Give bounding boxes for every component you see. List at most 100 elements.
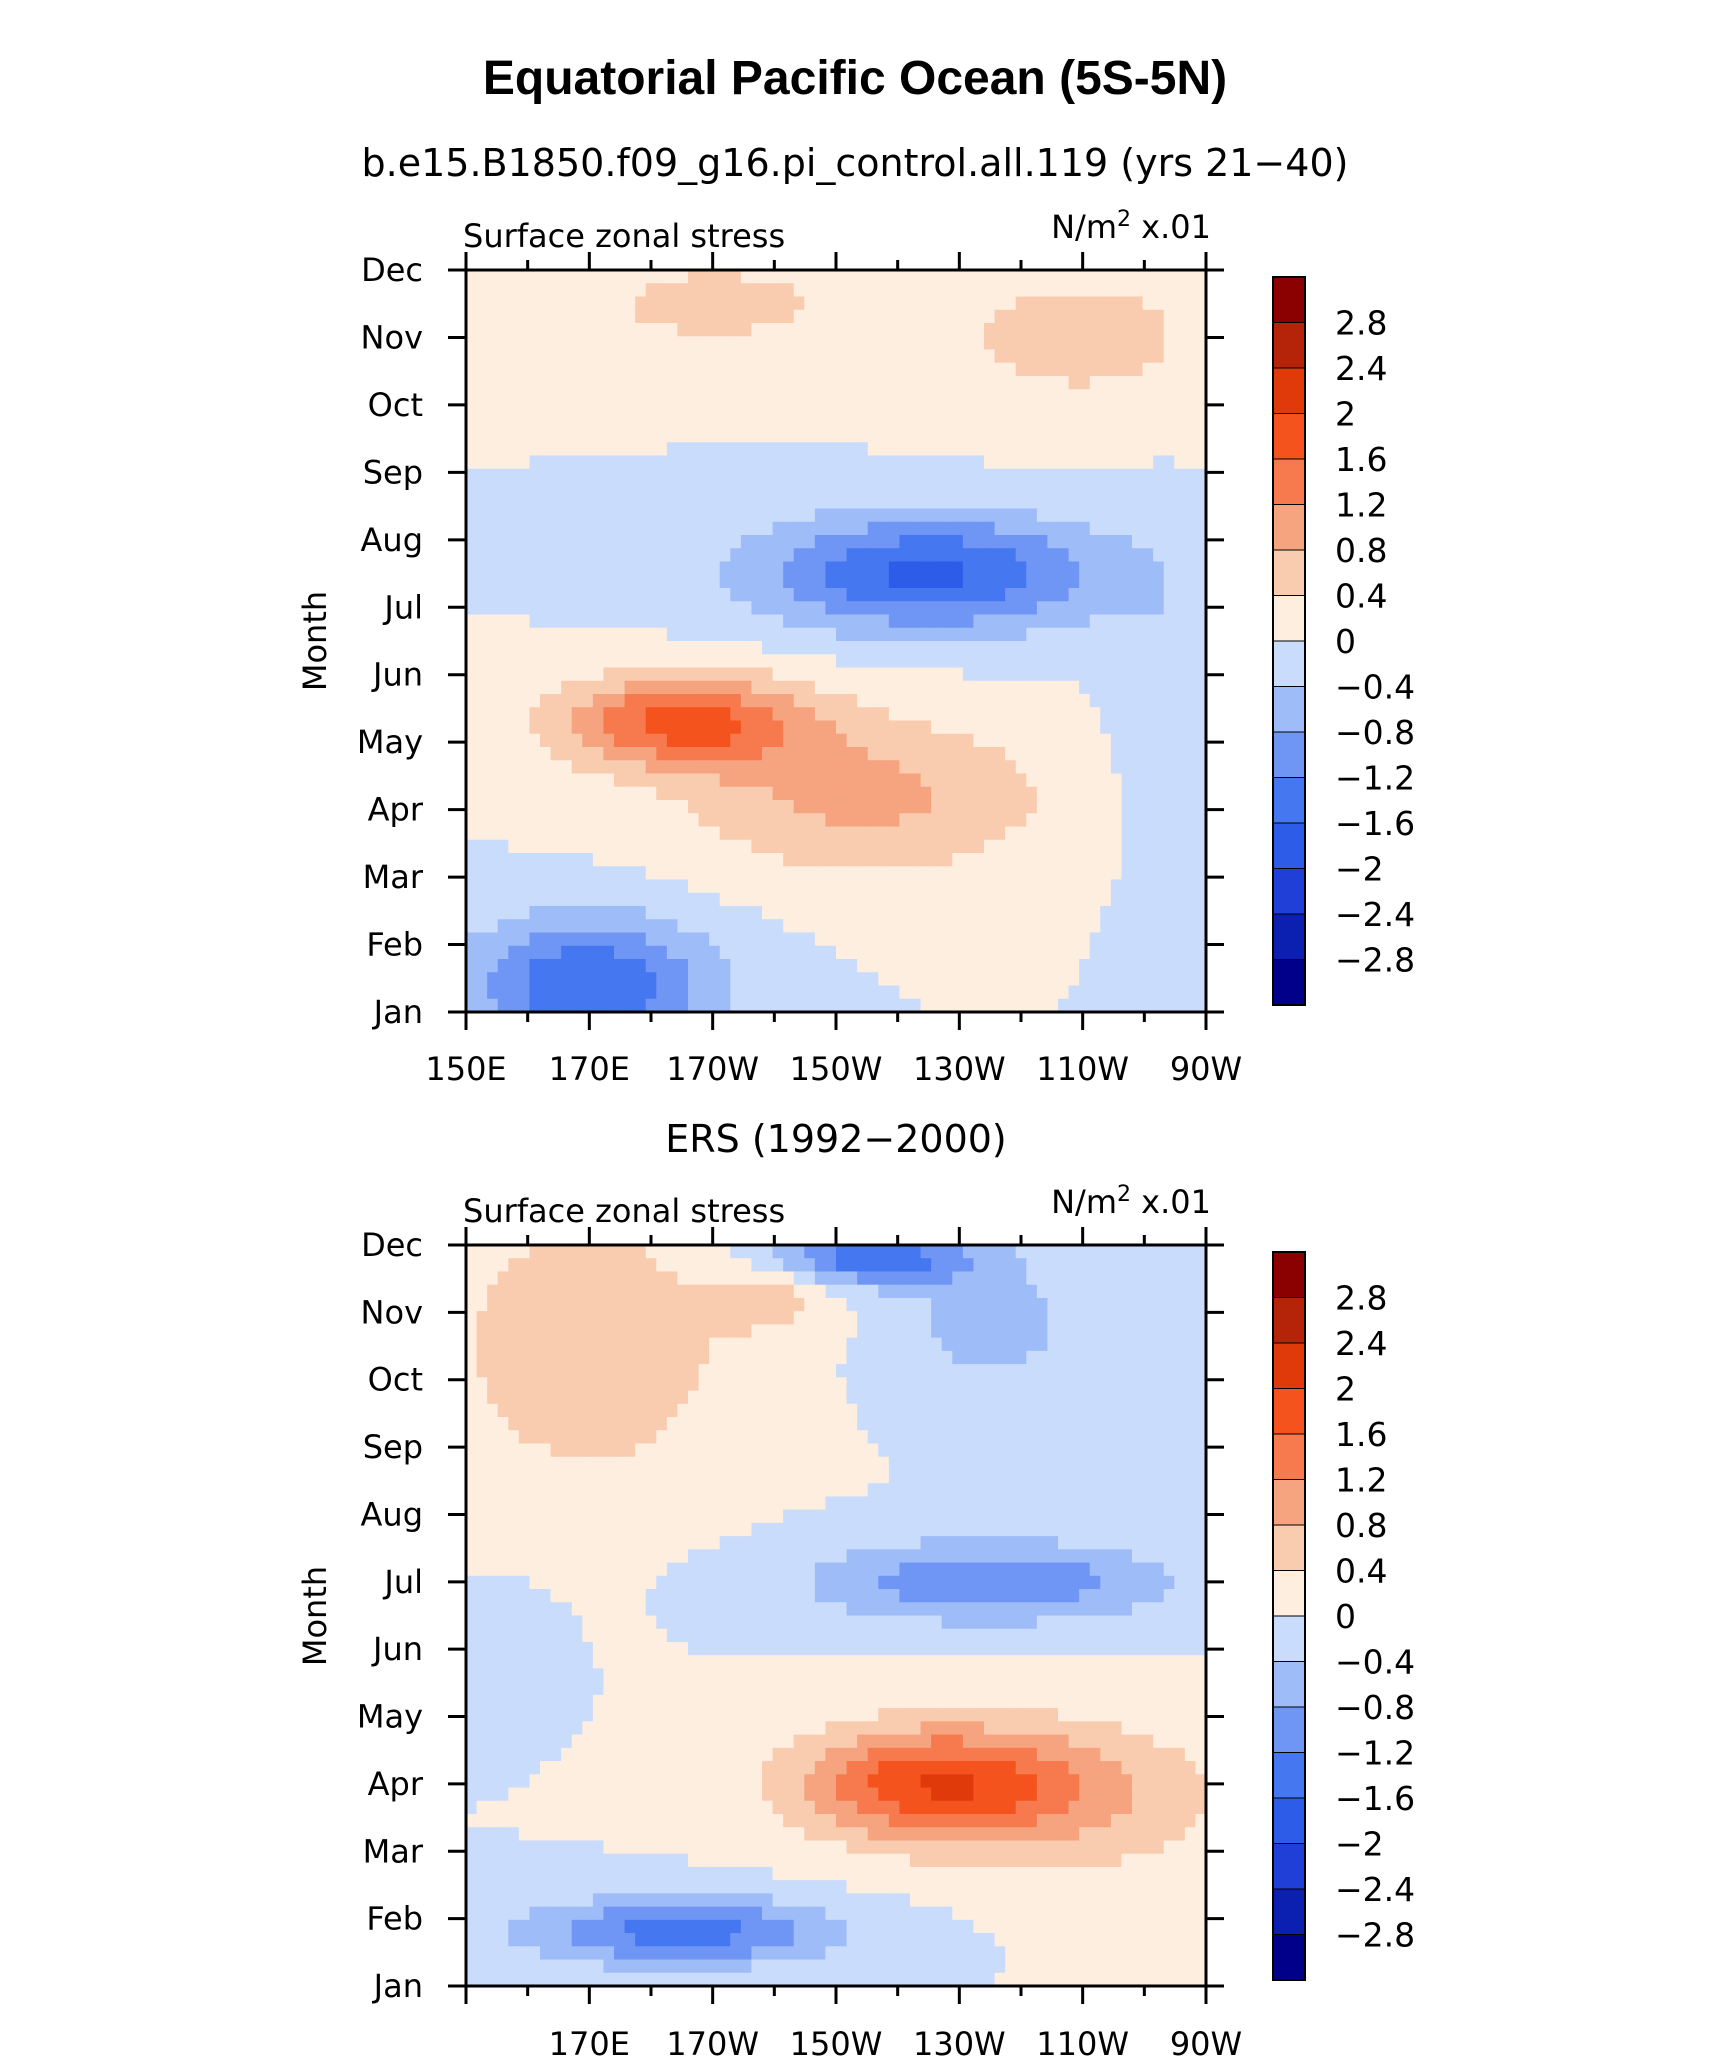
contour-cell (497, 826, 509, 841)
contour-cell (476, 906, 488, 920)
contour-cell (635, 773, 647, 788)
contour-cell (1089, 349, 1101, 364)
contour-cell (899, 773, 911, 788)
contour-cell (952, 323, 964, 337)
contour-cell (867, 482, 879, 496)
contour-cell (571, 707, 583, 722)
contour-cell (1026, 561, 1038, 576)
colorbar-box (1272, 367, 1306, 415)
contour-cell (878, 839, 890, 854)
contour-cell (740, 892, 753, 907)
contour-cell (571, 1258, 583, 1273)
contour-cell (867, 1390, 879, 1405)
contour-cell (772, 1271, 784, 1286)
contour-cell (666, 972, 679, 987)
contour-cell (688, 680, 700, 695)
contour-cell (931, 760, 943, 775)
contour-cell (1174, 641, 1186, 655)
contour-cell (518, 773, 531, 788)
contour-cell (772, 283, 784, 298)
contour-cell (719, 747, 731, 761)
contour-cell (582, 455, 594, 470)
contour-cell (582, 720, 594, 735)
contour-cell (656, 1245, 668, 1259)
contour-cell (1121, 985, 1133, 1000)
contour-cell (1184, 561, 1197, 576)
contour-cell (910, 1324, 922, 1339)
contour-cell (1121, 654, 1133, 669)
contour-cell (603, 945, 615, 960)
contour-cell (740, 998, 753, 1012)
colorbar-box (1272, 276, 1306, 324)
contour-cell (814, 376, 827, 390)
contour-cell (466, 588, 478, 602)
contour-cell (762, 349, 774, 364)
contour-cell (1068, 1377, 1080, 1392)
contour-cell (1026, 283, 1038, 298)
contour-cell (783, 270, 795, 284)
contour-cell (920, 508, 932, 523)
contour-cell (1026, 601, 1038, 616)
contour-cell (1005, 1271, 1017, 1286)
contour-cell (518, 521, 531, 536)
contour-cell (1153, 548, 1165, 563)
contour-cell (857, 694, 869, 708)
contour-cell (603, 627, 615, 642)
contour-cell (1163, 415, 1175, 430)
contour-cell (878, 786, 890, 801)
contour-cell (836, 1271, 848, 1286)
contour-cell (719, 654, 731, 669)
contour-cell (1015, 362, 1027, 377)
contour-cell (487, 1245, 499, 1259)
contour-cell (688, 667, 700, 682)
contour-cell (1047, 773, 1059, 788)
contour-cell (984, 1390, 996, 1405)
contour-cell (603, 641, 615, 655)
contour-cell (656, 839, 668, 854)
contour-cell (740, 853, 753, 867)
contour-cell (762, 1324, 774, 1339)
contour-cell (994, 760, 1006, 775)
contour-cell (1079, 521, 1091, 536)
contour-cell (1174, 402, 1186, 417)
contour-cell (571, 1377, 583, 1392)
contour-cell (582, 283, 594, 298)
contour-cell (899, 826, 911, 841)
contour-cell (561, 972, 573, 987)
contour-cell (1153, 362, 1165, 377)
contour-cell (910, 349, 922, 364)
contour-cell (1058, 588, 1070, 602)
contour-cell (730, 389, 742, 404)
contour-cell (540, 415, 552, 430)
contour-cell (814, 1417, 827, 1431)
contour-cell (1195, 429, 1206, 443)
contour-cell (709, 1377, 721, 1392)
contour-cell (1036, 1311, 1049, 1325)
contour-cell (920, 720, 932, 735)
contour-cell (920, 747, 932, 761)
contour-cell (1036, 972, 1049, 987)
contour-cell (698, 680, 710, 695)
contour-cell (814, 641, 827, 655)
contour-cell (518, 389, 531, 404)
contour-cell (984, 468, 996, 483)
contour-cell (962, 972, 975, 987)
contour-cell (540, 906, 552, 920)
contour-cell (624, 561, 636, 576)
contour-cell (804, 720, 816, 735)
contour-cell (561, 376, 573, 390)
contour-cell (698, 482, 710, 496)
contour-cell (825, 959, 837, 973)
contour-cell (540, 959, 552, 973)
contour-cell (497, 1324, 509, 1339)
contour-cell (1005, 508, 1017, 523)
contour-cell (857, 442, 869, 457)
contour-cell (1047, 667, 1059, 682)
contour-cell (1132, 906, 1144, 920)
contour-cell (793, 733, 805, 748)
contour-cell (984, 1350, 996, 1365)
contour-cell (1047, 1245, 1059, 1259)
contour-cell (941, 548, 953, 563)
contour-cell (814, 1364, 827, 1378)
contour-cell (1184, 548, 1197, 563)
